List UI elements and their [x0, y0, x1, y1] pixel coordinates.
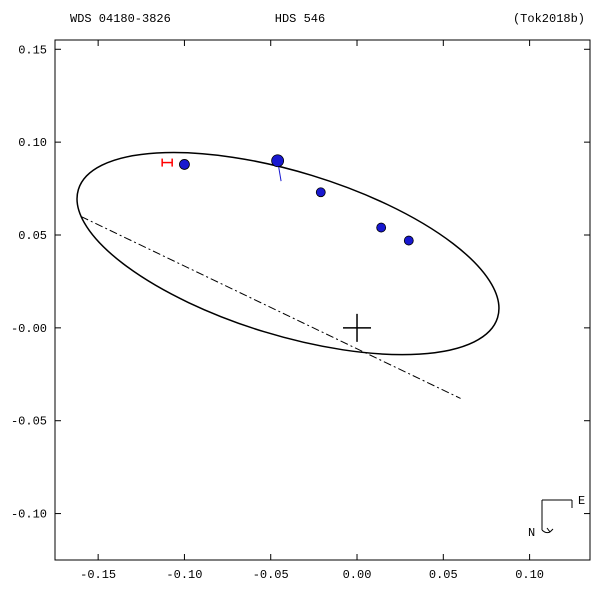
y-tick-label: 0.15	[18, 43, 47, 57]
data-point	[404, 236, 413, 245]
x-tick-label: -0.10	[166, 568, 202, 582]
compass-east-label: E	[578, 494, 585, 508]
data-point	[272, 155, 284, 167]
data-point	[316, 188, 325, 197]
x-tick-label: 0.00	[343, 568, 372, 582]
header-right: (Tok2018b)	[513, 12, 585, 26]
compass-north-label: N	[528, 526, 535, 540]
x-tick-label: 0.10	[515, 568, 544, 582]
header-left: WDS 04180-3826	[70, 12, 171, 26]
x-tick-label: 0.05	[429, 568, 458, 582]
y-tick-label: -0.05	[11, 415, 47, 429]
y-tick-label: 0.05	[18, 229, 47, 243]
data-point	[377, 223, 386, 232]
y-tick-label: -0.10	[11, 508, 47, 522]
header-center: HDS 546	[275, 12, 325, 26]
x-tick-label: -0.15	[80, 568, 116, 582]
x-tick-label: -0.05	[253, 568, 289, 582]
data-point	[179, 159, 189, 169]
y-tick-label: 0.10	[18, 136, 47, 150]
chart-background	[0, 0, 600, 600]
y-tick-label: -0.00	[11, 322, 47, 336]
